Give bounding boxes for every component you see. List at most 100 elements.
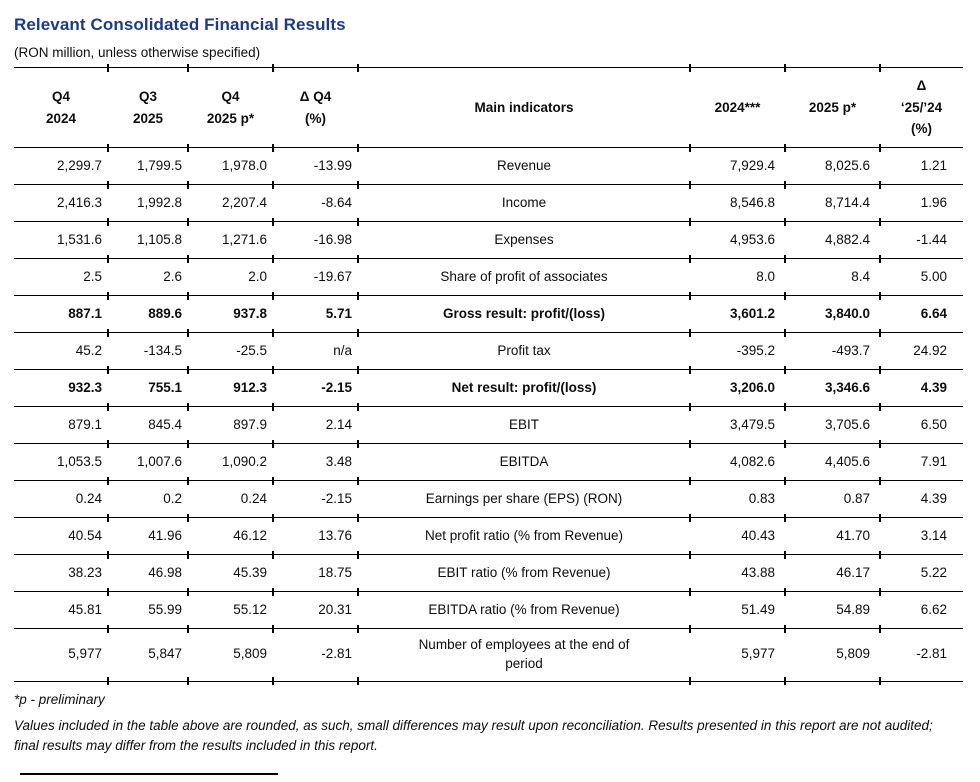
value-cell: 6.62 [880,591,963,629]
value-cell: 889.6 [108,295,189,336]
value-cell: 4,882.4 [785,221,881,262]
indicator-cell: Net profit ratio (% from Revenue) [358,517,691,558]
value-cell: 4,082.6 [690,443,786,484]
value-cell: -2.81 [880,628,963,682]
value-cell: -13.99 [273,147,359,188]
value-cell: -25.5 [188,332,274,373]
value-cell: 46.12 [188,517,274,558]
value-cell: 937.8 [188,295,274,336]
column-header-q4-2025p: Q4 2025 p* [188,64,274,152]
value-cell: 51.49 [690,591,786,632]
column-header-q4-2024: Q4 2024 [14,64,109,152]
header-row: Q4 2024 Q3 2025 Q4 2025 p* Δ Q4 (%) Main… [14,64,963,152]
value-cell: 8.4 [785,258,881,299]
footnote-separator-rule [20,773,278,775]
indicator-cell: EBITDA ratio (% from Revenue) [358,591,691,632]
value-cell: 38.23 [14,554,109,595]
value-cell: 2,416.3 [14,184,109,225]
table-row: 5,977 5,847 5,809 -2.81 Number of employees … [14,628,963,685]
value-cell: 8,714.4 [785,184,881,225]
value-cell: 20.31 [273,591,359,632]
table-row: 45.81 55.99 55.12 20.31 EBITDA ratio (% from… [14,591,963,632]
value-cell: -2.15 [273,369,359,410]
value-cell: 3,346.6 [785,369,881,410]
indicator-cell: EBIT ratio (% from Revenue) [358,554,691,595]
value-cell: 887.1 [14,295,109,336]
value-cell: 3.48 [273,443,359,484]
value-cell: n/a [273,332,359,373]
value-cell: 4,405.6 [785,443,881,484]
value-cell: -19.67 [273,258,359,299]
value-cell: 45.2 [14,332,109,373]
column-header-main-indicators: Main indicators [358,64,691,152]
value-cell: 2.5 [14,258,109,299]
value-cell: 45.81 [14,591,109,632]
value-cell: 7.91 [880,443,963,481]
table-row: 40.54 41.96 46.12 13.76 Net profit ratio (% … [14,517,963,558]
value-cell: -395.2 [690,332,786,373]
value-cell: 1,271.6 [188,221,274,262]
table-row: 879.1 845.4 897.9 2.14 EBIT 3,479.5 3,705.6 6.5… [14,406,963,447]
value-cell: 5,977 [690,628,786,685]
value-cell: 55.12 [188,591,274,632]
value-cell: -1.44 [880,221,963,259]
indicator-cell: Revenue [358,147,691,188]
value-cell: 3,840.0 [785,295,881,336]
units-note: (RON million, unless otherwise specified… [14,45,261,60]
value-cell: 932.3 [14,369,109,410]
value-cell: 3,206.0 [690,369,786,410]
table-body: 2,299.7 1,799.5 1,978.0 -13.99 Revenue 7,929.… [14,147,963,685]
value-cell: -493.7 [785,332,881,373]
indicator-cell: EBITDA [358,443,691,484]
value-cell: 1.21 [880,147,963,185]
value-cell: 40.54 [14,517,109,558]
indicator-cell: Gross result: profit/(loss) [358,295,691,336]
value-cell: 4,953.6 [690,221,786,262]
value-cell: 41.96 [108,517,189,558]
value-cell: 3.14 [880,517,963,555]
value-cell: 0.24 [188,480,274,521]
page-title: Relevant Consolidated Financial Results [14,15,346,34]
value-cell: 55.99 [108,591,189,632]
value-cell: 0.87 [785,480,881,521]
column-header-2025p: 2025 p* [785,64,881,152]
value-cell: -2.15 [273,480,359,521]
value-cell: 13.76 [273,517,359,558]
indicator-cell: Net result: profit/(loss) [358,369,691,410]
footnotes: *p - preliminary Values included in the … [14,692,966,757]
table-row: 1,531.6 1,105.8 1,271.6 -16.98 Expenses 4,953… [14,221,963,262]
value-cell: 1,105.8 [108,221,189,262]
value-cell: 2,299.7 [14,147,109,188]
value-cell: 40.43 [690,517,786,558]
value-cell: -8.64 [273,184,359,225]
table-row: 0.24 0.2 0.24 -2.15 Earnings per share (EPS)… [14,480,963,521]
value-cell: 6.64 [880,295,963,333]
value-cell: 1,799.5 [108,147,189,188]
table-row: 887.1 889.6 937.8 5.71 Gross result: profit/… [14,295,963,336]
value-cell: 3,601.2 [690,295,786,336]
value-cell: 5,847 [108,628,189,685]
preliminary-footnote: *p - preliminary [14,691,105,707]
value-cell: 5,977 [14,628,109,685]
value-cell: 1,007.6 [108,443,189,484]
table-row: 932.3 755.1 912.3 -2.15 Net result: profit/(… [14,369,963,410]
value-cell: 18.75 [273,554,359,595]
value-cell: 0.2 [108,480,189,521]
value-cell: 1,053.5 [14,443,109,484]
value-cell: 5.71 [273,295,359,336]
value-cell: 1,090.2 [188,443,274,484]
value-cell: 3,705.6 [785,406,881,447]
value-cell: 845.4 [108,406,189,447]
table-row: 2,416.3 1,992.8 2,207.4 -8.64 Income 8,546.8 8… [14,184,963,225]
indicator-cell: Profit tax [358,332,691,373]
indicator-cell: Earnings per share (EPS) (RON) [358,480,691,521]
value-cell: 1.96 [880,184,963,222]
value-cell: 912.3 [188,369,274,410]
value-cell: 8,025.6 [785,147,881,188]
column-header-delta-25-24: Δ ‘25/’24 (%) [880,67,963,148]
table-row: 1,053.5 1,007.6 1,090.2 3.48 EBITDA 4,082.6 4,… [14,443,963,484]
indicator-cell: Number of employees at the end of period [358,628,691,685]
value-cell: 2.14 [273,406,359,447]
table-row: 2.5 2.6 2.0 -19.67 Share of profit of associ… [14,258,963,299]
value-cell: -134.5 [108,332,189,373]
